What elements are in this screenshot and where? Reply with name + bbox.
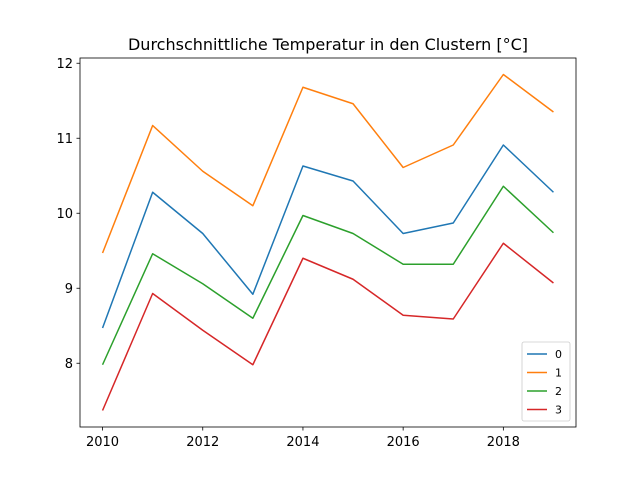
y-tick-label: 8 [65,357,73,372]
y-tick-label: 12 [56,57,73,72]
x-tick-label: 2016 [387,435,420,450]
legend-label-2: 2 [555,385,562,398]
legend-label-0: 0 [555,348,562,361]
legend-box [521,341,571,422]
x-tick-label: 2014 [286,435,319,450]
y-tick-label: 10 [56,207,73,222]
x-tick-label: 2012 [186,435,219,450]
series-line-1 [101,73,554,254]
y-tick-label: 9 [65,282,73,297]
series-line-2 [101,185,554,366]
chart-title: Durchschnittliche Temperatur in den Clus… [128,35,528,54]
y-tick-label: 11 [56,132,73,147]
x-tick-label: 2018 [487,435,520,450]
axes-frame [79,57,577,428]
legend-label-1: 1 [555,367,562,380]
legend-label-3: 3 [555,404,562,417]
x-tick-label: 2010 [86,435,119,450]
series-line-0 [101,144,554,329]
series-line-3 [101,242,554,411]
legend: 0 1 2 3 [521,341,571,422]
